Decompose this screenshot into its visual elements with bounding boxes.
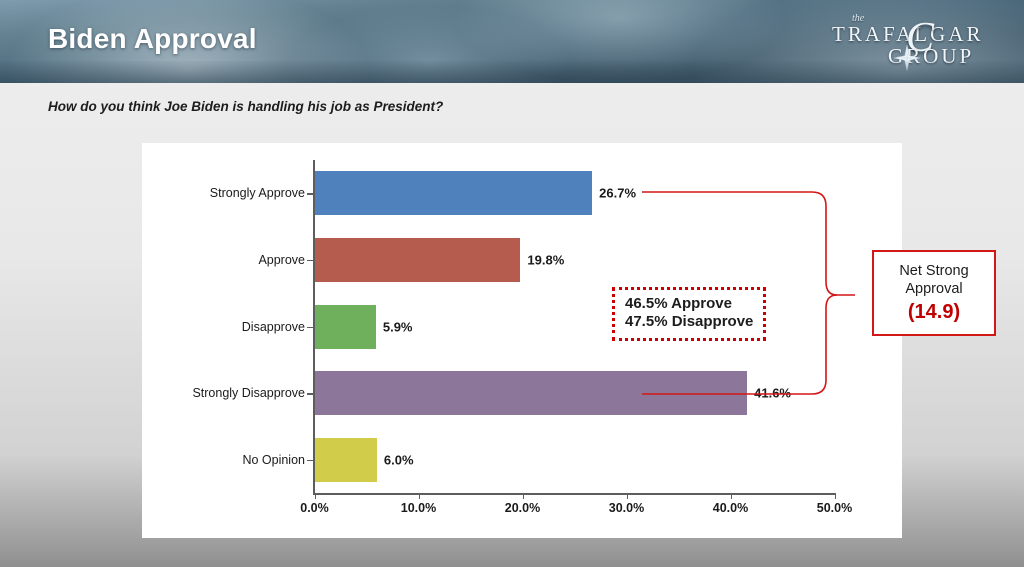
net-strong-approval-label-2: Approval [905, 281, 963, 297]
y-tick [307, 326, 313, 328]
approve-summary-line-1: 46.5% Approve [625, 295, 732, 312]
trafalgar-group-logo: the TRAFALGAR C GROUP [810, 12, 1006, 74]
y-tick [307, 393, 313, 395]
net-strong-approval-label-1: Net Strong [899, 262, 969, 279]
value-label-strongly-disapprove: 41.6% [754, 385, 791, 401]
x-tick-label: 20.0% [504, 501, 541, 515]
survey-question: How do you think Joe Biden is handling h… [48, 99, 444, 114]
category-label-strongly-approve: Strongly Approve [209, 186, 305, 201]
x-tick [730, 493, 732, 499]
x-tick-label: 0.0% [300, 501, 329, 515]
page-title: Biden Approval [48, 23, 257, 54]
logo-big-c: C [906, 15, 935, 61]
net-strong-approval-value: (14.9) [907, 301, 961, 324]
compass-star-icon [893, 44, 921, 75]
logo-line-1: TRAFALGAR [832, 22, 984, 46]
category-label-disapprove: Disapprove [241, 319, 305, 334]
value-label-strongly-approve: 26.7% [599, 185, 637, 201]
y-tick [307, 259, 313, 262]
category-label-strongly-disapprove: Strongly Disapprove [192, 386, 305, 401]
bar-strongly-approve [314, 171, 593, 216]
value-label-approve: 19.8% [527, 252, 565, 268]
bar-strongly-disapprove [314, 371, 748, 416]
logo-the-text: the [852, 13, 865, 24]
value-label-disapprove: 5.9% [382, 319, 413, 334]
y-tick [307, 193, 313, 195]
chart-panel: 26.7% 19.8% 5.9% 41.6% 6.0% Strongly Approve… [142, 143, 902, 538]
bar-chart: 26.7% 19.8% 5.9% 41.6% 6.0% Strongly Approve… [142, 143, 902, 538]
y-tick [307, 459, 313, 462]
bar-no-opinion [314, 437, 377, 482]
approve-summary-line-2: 47.5% Disapprove [625, 313, 754, 331]
x-tick [314, 493, 316, 499]
bar-disapprove [314, 304, 376, 349]
approve-summary-callout: 46.5% Approve 47.5% Disapprove [612, 287, 767, 341]
x-tick-label: 30.0% [608, 501, 645, 515]
x-tick-label: 50.0% [816, 501, 853, 515]
x-tick [522, 493, 524, 499]
x-tick [418, 493, 420, 499]
bar-approve [314, 237, 521, 282]
x-axis-line [313, 493, 835, 495]
x-tick [626, 493, 628, 499]
slide-header: Biden Approval the TRAFALGAR C GROUP [0, 0, 1024, 83]
value-label-no-opinion: 6.0% [383, 452, 414, 468]
net-strong-approval-box: Net Strong Approval (14.9) [872, 250, 996, 336]
x-tick-label: 40.0% [712, 501, 749, 515]
y-axis-line [313, 160, 315, 493]
x-tick [834, 493, 836, 499]
x-tick-label: 10.0% [400, 501, 437, 515]
category-label-no-opinion: No Opinion [242, 452, 305, 467]
category-label-approve: Approve [258, 252, 305, 267]
